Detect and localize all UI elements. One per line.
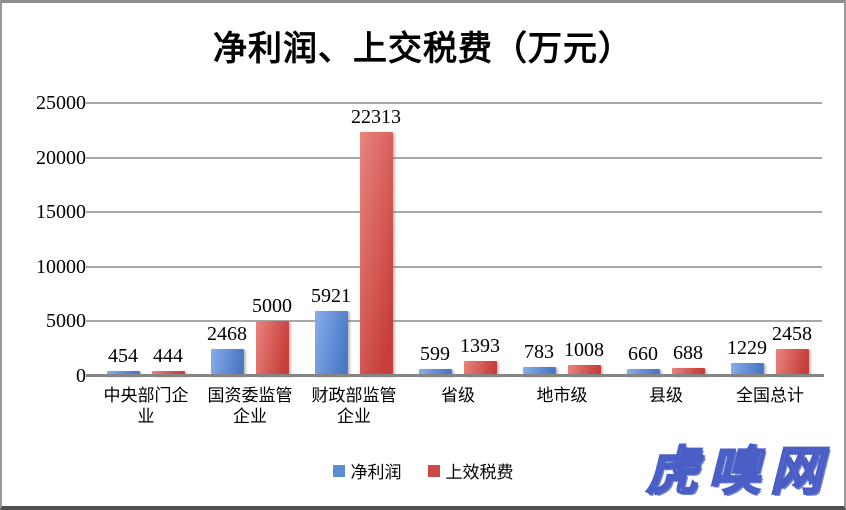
bar-上效税费-地市级 bbox=[568, 365, 601, 376]
bar-净利润-地市级 bbox=[523, 367, 556, 376]
bar-value-label: 1393 bbox=[460, 335, 500, 357]
y-axis-tick bbox=[86, 211, 94, 214]
bar-value-label: 444 bbox=[153, 345, 183, 367]
bar-value-label: 2468 bbox=[207, 323, 247, 345]
y-axis-tick bbox=[86, 102, 94, 104]
bar-value-label: 688 bbox=[673, 342, 703, 364]
legend-label: 净利润 bbox=[350, 463, 402, 482]
y-axis-tick bbox=[86, 265, 94, 268]
plot-area: 0 5000 10000 15000 20000 25000 454 2468 5921 599 7… bbox=[36, 93, 824, 426]
gridline bbox=[94, 211, 822, 214]
y-axis-label: 0 bbox=[76, 365, 86, 387]
bar-value-label: 660 bbox=[628, 343, 658, 365]
bar-value-label: 5921 bbox=[311, 285, 351, 307]
legend-label: 上效税费 bbox=[445, 463, 514, 482]
y-axis-label: 10000 bbox=[36, 255, 86, 278]
y-axis-tick bbox=[86, 156, 94, 159]
y-axis-label: 20000 bbox=[36, 146, 86, 169]
legend-swatch-icon bbox=[332, 464, 345, 477]
legend-swatch-icon bbox=[427, 464, 440, 477]
bar-上效税费-国资委监管企业 bbox=[256, 321, 289, 376]
bar-净利润-全国总计 bbox=[731, 363, 764, 376]
x-axis-category-label: 全国总计 bbox=[736, 386, 804, 405]
legend-item-净利润: 净利润 bbox=[332, 458, 402, 483]
bar-value-label: 783 bbox=[524, 341, 554, 363]
x-axis-category-label: 省级 bbox=[441, 386, 475, 405]
x-axis-category-label: 中央部门企业 bbox=[103, 386, 189, 427]
x-axis-line bbox=[86, 374, 824, 377]
bar-净利润-中央部门企业 bbox=[107, 371, 140, 376]
bar-value-label: 5000 bbox=[252, 295, 292, 317]
bar-value-label: 1008 bbox=[564, 339, 604, 361]
bar-value-label: 599 bbox=[420, 343, 450, 365]
x-axis-category-label: 财政部监管企业 bbox=[311, 386, 397, 427]
legend: 净利润 上效税费 bbox=[2, 458, 844, 483]
x-axis-category-label: 县级 bbox=[649, 386, 683, 405]
chart-title: 净利润、上交税费（万元） bbox=[213, 30, 633, 68]
bar-净利润-财政部监管企业 bbox=[315, 311, 348, 376]
y-axis-label: 5000 bbox=[46, 310, 86, 333]
gridline bbox=[94, 156, 822, 159]
x-axis-category-label: 国资委监管企业 bbox=[207, 386, 293, 427]
legend-item-上效税费: 上效税费 bbox=[427, 458, 514, 483]
gridline bbox=[94, 265, 822, 268]
bar-value-label: 1229 bbox=[727, 337, 767, 359]
bar-净利润-省级 bbox=[419, 369, 452, 376]
bar-上效税费-县级 bbox=[672, 368, 705, 376]
bar-value-label: 454 bbox=[108, 345, 138, 367]
bar-value-label: 22313 bbox=[351, 106, 401, 128]
gridline bbox=[94, 102, 822, 104]
bar-上效税费-财政部监管企业 bbox=[360, 132, 393, 376]
gridline bbox=[94, 320, 822, 323]
bar-上效税费-全国总计 bbox=[776, 349, 809, 376]
y-axis-label: 15000 bbox=[36, 201, 86, 224]
bar-净利润-国资委监管企业 bbox=[211, 349, 244, 376]
bar-value-label: 2458 bbox=[772, 323, 812, 345]
bar-净利润-县级 bbox=[627, 369, 660, 376]
y-axis-tick bbox=[86, 320, 94, 323]
bar-上效税费-省级 bbox=[464, 361, 497, 376]
y-axis-label: 25000 bbox=[36, 92, 86, 114]
watermark-huxiu-logo: 虎嗅网 bbox=[645, 443, 832, 502]
bar-上效税费-中央部门企业 bbox=[152, 371, 185, 376]
x-axis-category-label: 地市级 bbox=[536, 386, 588, 405]
